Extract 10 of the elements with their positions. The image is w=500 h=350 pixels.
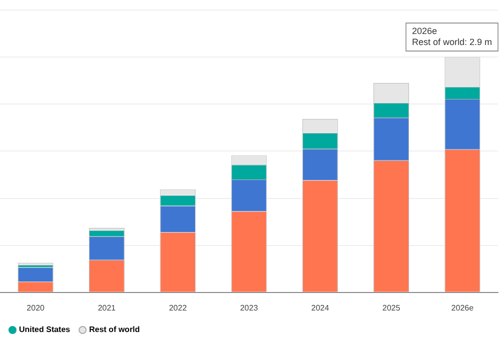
x-tick-label: 2026e — [451, 303, 474, 312]
legend-label: Rest of world — [89, 325, 140, 334]
x-tick-label: 2023 — [240, 303, 258, 312]
x-tick-label: 2022 — [168, 303, 188, 312]
x-tick-label: 2020 — [26, 303, 46, 312]
legend-label: United States — [19, 325, 71, 334]
x-tick-label: 2024 — [311, 303, 330, 312]
x-tick-label: 2025 — [382, 303, 401, 312]
x-tick-label: 2021 — [98, 303, 116, 312]
annotation: 2026e Rest of world: 2.9 m — [412, 26, 492, 48]
